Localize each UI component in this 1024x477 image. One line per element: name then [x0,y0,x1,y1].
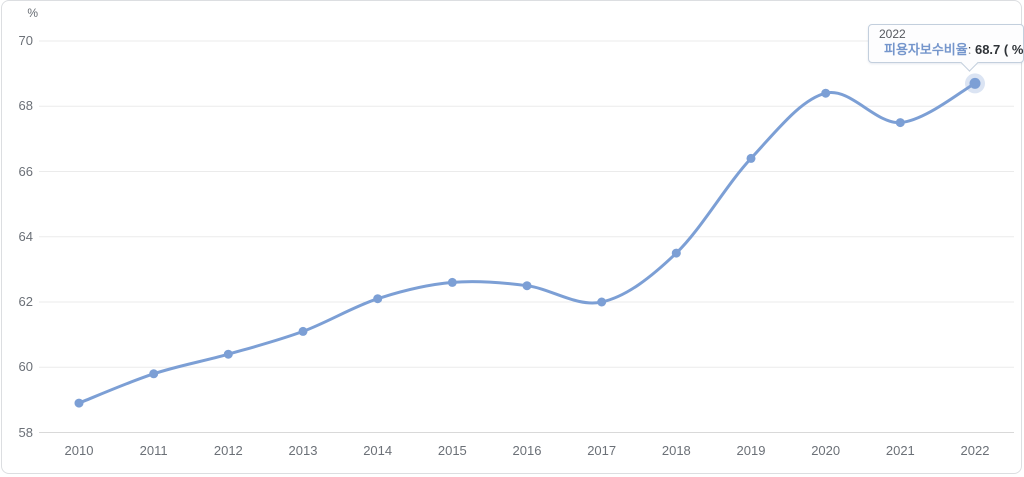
data-point-2017[interactable] [597,297,607,307]
x-tick-label-2017: 2017 [587,443,617,458]
line-series [77,81,977,405]
data-point-2010[interactable] [74,398,84,408]
x-tick-label-2014: 2014 [363,443,393,458]
tooltip-value: 68.7 [974,42,1001,57]
tooltip-year: 2022 [879,27,906,41]
y-tick-label-62: 62 [18,294,33,309]
data-point-2015[interactable] [447,277,457,287]
tooltip-series-label: 피용자보수비율 [884,42,968,57]
x-tick-label-2016: 2016 [512,443,542,458]
x-tick-label-2019: 2019 [736,443,766,458]
data-point-2021[interactable] [895,118,905,128]
data-point-2016[interactable] [522,281,532,291]
x-tick-label-2010: 2010 [64,443,94,458]
data-point-2019[interactable] [746,153,756,163]
x-tick-label-2018: 2018 [661,443,691,458]
data-point-2012[interactable] [223,349,233,359]
y-tick-label-64: 64 [18,228,33,244]
tooltip-value-line: 피용자보수비율: 68.7 ( % ) [884,41,1024,58]
x-tick-label-2022: 2022 [960,443,990,458]
tooltip-value-suffix: ( % ) [1003,42,1024,57]
x-tick-label-2011: 2011 [139,443,168,458]
x-tick-label-2013: 2013 [288,443,318,458]
x-tick-label-2021: 2021 [885,443,915,458]
data-point-2013[interactable] [298,326,308,336]
y-tick-label-68: 68 [18,98,33,114]
y-tick-label-70: 70 [18,33,33,48]
y-axis-unit-label: % [27,6,38,20]
tooltip-separator: : [967,42,975,57]
data-point-2022[interactable] [969,77,981,89]
y-tick-label-60: 60 [18,359,33,375]
tooltip: 2022 피용자보수비율: 68.7 ( % ) [868,24,1024,72]
x-tick-label-2012: 2012 [213,443,243,458]
data-point-2011[interactable] [149,369,159,379]
x-tick-label-2015: 2015 [437,443,467,458]
y-tick-label-66: 66 [18,163,33,179]
data-point-2020[interactable] [821,88,831,98]
data-point-2014[interactable] [373,294,383,304]
y-tick-label-58: 58 [18,424,33,440]
x-tick-label-2020: 2020 [811,443,841,458]
data-point-2018[interactable] [671,248,681,258]
